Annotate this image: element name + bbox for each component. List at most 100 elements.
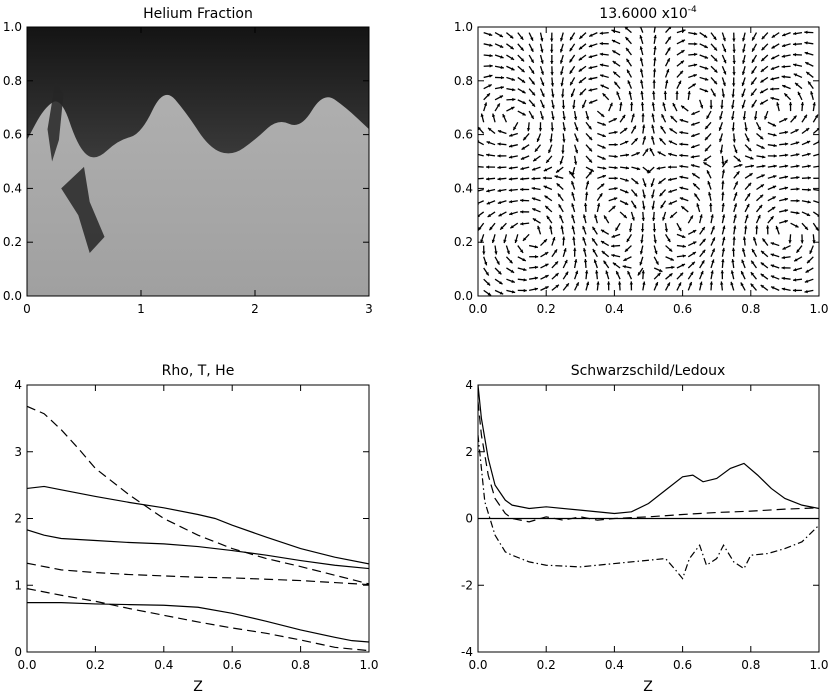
- velocity-arrowhead: [600, 74, 604, 78]
- velocity-arrowhead: [730, 281, 734, 286]
- velocity-arrowhead: [704, 77, 709, 81]
- velocity-arrowhead: [508, 155, 513, 159]
- schwarzschild-ledoux-xlabel: Z: [643, 679, 653, 695]
- velocity-arrowhead: [736, 171, 740, 175]
- velocity-arrowhead: [531, 103, 536, 107]
- velocity-arrowhead: [814, 114, 818, 119]
- velocity-arrowhead: [497, 188, 501, 193]
- velocity-arrowhead: [675, 90, 679, 94]
- velocity-arrowhead: [634, 138, 638, 142]
- velocity-arrow: [478, 153, 484, 157]
- velocity-arrowhead: [614, 176, 618, 180]
- velocity-field-frame: [477, 26, 820, 297]
- velocity-arrowhead: [523, 288, 527, 293]
- velocity-arrowhead: [795, 141, 800, 145]
- velocity-arrowhead: [590, 168, 594, 172]
- velocity-arrowhead: [682, 244, 686, 248]
- velocity-arrowhead: [721, 94, 726, 98]
- velocity-arrowhead: [556, 169, 560, 173]
- velocity-arrowhead: [793, 115, 797, 119]
- velocity-arrowhead: [562, 139, 566, 143]
- velocity-arrowhead: [565, 271, 569, 276]
- velocity-arrowhead: [557, 193, 562, 197]
- velocity-arrowhead: [711, 248, 715, 252]
- velocity-arrowhead: [626, 47, 630, 52]
- velocity-arrowhead: [804, 30, 808, 34]
- velocity-arrowhead: [642, 206, 646, 210]
- velocity-arrowhead: [616, 91, 620, 95]
- velocity-arrowhead: [760, 79, 764, 83]
- velocity-arrowhead: [652, 68, 657, 72]
- velocity-arrowhead: [704, 55, 709, 59]
- velocity-arrowhead: [551, 105, 555, 109]
- velocity-arrowhead: [701, 260, 705, 264]
- velocity-arrowhead: [600, 113, 605, 117]
- velocity-arrowhead: [614, 81, 618, 86]
- velocity-arrowhead: [693, 63, 698, 67]
- velocity-arrowhead: [639, 68, 644, 73]
- velocity-arrowhead: [509, 35, 514, 39]
- velocity-arrowhead: [594, 214, 598, 218]
- velocity-arrowhead: [651, 102, 655, 106]
- x-tick-label: 0.4: [605, 658, 624, 672]
- velocity-arrowhead: [573, 247, 577, 251]
- velocity-arrowhead: [624, 248, 629, 252]
- velocity-arrow: [478, 200, 484, 204]
- velocity-arrowhead: [710, 270, 714, 274]
- velocity-arrowhead: [773, 133, 777, 137]
- velocity-arrowhead: [499, 33, 503, 37]
- velocity-arrowhead: [499, 95, 503, 99]
- velocity-arrowhead: [781, 287, 786, 291]
- velocity-arrowhead: [700, 270, 704, 275]
- velocity-arrowhead: [740, 282, 744, 286]
- velocity-arrowhead: [719, 116, 723, 120]
- velocity-arrowhead: [502, 114, 506, 118]
- velocity-arrowhead: [497, 177, 501, 181]
- velocity-arrowhead: [486, 177, 490, 181]
- velocity-arrowhead: [489, 64, 493, 68]
- velocity-arrowhead: [632, 125, 636, 130]
- velocity-arrowhead: [627, 69, 631, 74]
- helium-intrusion: [47, 80, 64, 162]
- velocity-arrowhead: [723, 59, 727, 64]
- velocity-arrowhead: [550, 60, 554, 65]
- velocity-arrowhead: [745, 214, 749, 219]
- velocity-arrowhead: [611, 253, 615, 258]
- velocity-arrowhead: [582, 104, 586, 109]
- velocity-arrowhead: [486, 141, 491, 145]
- velocity-field-panel: 13.6000 x10-4 0.0 0.2 0.4 0.6 0.8 1.0 0.0 0.2 0.…: [454, 5, 829, 316]
- velocity-arrowhead: [721, 259, 725, 263]
- velocity-arrowhead: [558, 204, 562, 208]
- velocity-arrowhead: [679, 175, 683, 179]
- velocity-arrowhead: [545, 286, 549, 290]
- y-tick-label: 0.2: [3, 235, 22, 249]
- velocity-arrowhead: [819, 177, 822, 180]
- velocity-arrowhead: [812, 102, 816, 106]
- velocity-arrowhead: [679, 272, 684, 277]
- velocity-arrowhead: [642, 194, 646, 199]
- velocity-arrowhead: [615, 227, 619, 231]
- velocity-arrowhead: [548, 149, 552, 154]
- velocity-arrowhead: [741, 71, 746, 75]
- velocity-arrowhead: [612, 61, 617, 65]
- velocity-arrowhead: [559, 60, 564, 64]
- velocity-arrowhead: [793, 278, 797, 282]
- velocity-arrowhead: [640, 239, 644, 244]
- velocity-arrowhead: [656, 166, 661, 170]
- velocity-arrowhead: [687, 90, 691, 95]
- velocity-arrowhead: [772, 196, 776, 200]
- velocity-arrowhead: [530, 59, 534, 63]
- x-tick-label: 1: [137, 302, 145, 316]
- velocity-arrow: [813, 165, 819, 168]
- velocity-arrowhead: [781, 75, 785, 79]
- velocity-arrowhead: [665, 79, 669, 84]
- velocity-arrowhead: [561, 105, 566, 109]
- velocity-arrowhead: [750, 272, 755, 276]
- x-tick-label: 0.6: [673, 658, 692, 672]
- velocity-arrowhead: [599, 41, 603, 46]
- velocity-arrowhead: [784, 175, 789, 179]
- velocity-arrowhead: [681, 234, 686, 239]
- velocity-arrowhead: [721, 169, 726, 173]
- velocity-arrowhead: [531, 197, 536, 201]
- velocity-arrowhead: [732, 60, 736, 64]
